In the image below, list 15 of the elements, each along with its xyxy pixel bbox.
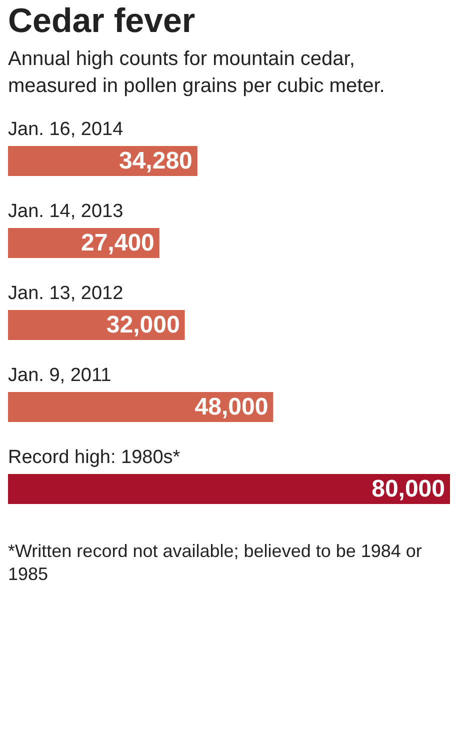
y-tick-label: Record high: 1980s* — [8, 447, 181, 468]
data-label: 80,000 — [372, 476, 445, 502]
data-label: 32,000 — [106, 312, 180, 338]
y-tick-label: Jan. 9, 2011 — [8, 365, 112, 386]
data-label: 27,400 — [80, 230, 154, 256]
text: *Written record not available; believed to be 1984 or 1985 — [7, 540, 423, 586]
y-tick-label: Jan. 16, 2014 — [8, 119, 124, 140]
chart-title: Cedar fever — [7, 1, 196, 40]
data-label: 34,280 — [118, 148, 192, 174]
bar — [8, 474, 450, 504]
chart-subtitle: Annual high counts for mountain cedar, measured in pollen grains per cubic meter. — [7, 47, 386, 99]
bar — [8, 392, 274, 422]
y-tick-label: Jan. 14, 2013 — [8, 201, 124, 222]
data-label: 48,000 — [194, 394, 268, 420]
y-tick-label: Jan. 13, 2012 — [8, 283, 124, 304]
